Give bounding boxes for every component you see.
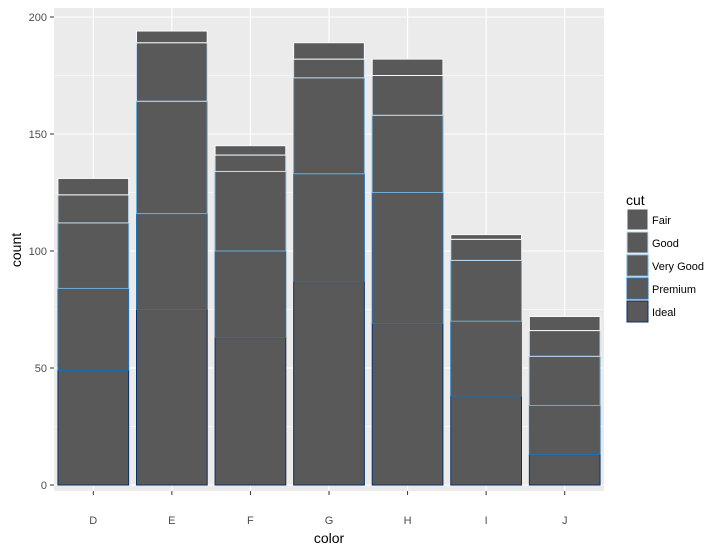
bar-segment <box>57 369 130 486</box>
bar-segment <box>136 30 208 44</box>
legend-label: Fair <box>652 215 671 227</box>
bar-segment <box>371 58 444 76</box>
bar-segment <box>528 404 601 456</box>
bar-segment <box>57 194 130 224</box>
bar-segment <box>214 154 287 172</box>
legend-label: Ideal <box>652 307 676 319</box>
bar-segment <box>450 259 522 322</box>
bar-segment <box>528 454 601 486</box>
bar-segment <box>214 145 287 156</box>
x-axis-title: color <box>314 530 345 546</box>
x-tick-label: D <box>89 515 97 527</box>
bar-segment <box>293 280 365 486</box>
legend-key <box>626 300 649 323</box>
bar-segment <box>293 58 365 79</box>
x-tick-label: I <box>485 515 488 527</box>
bar-segment <box>450 238 522 261</box>
legend-items: Fair Good Very Good Premium Ideal <box>626 208 704 323</box>
bar-segment <box>214 250 287 339</box>
bar-segment <box>371 323 444 486</box>
x-tick-label: F <box>247 515 254 527</box>
legend-key <box>626 254 649 277</box>
bar-segment <box>57 177 130 196</box>
bar-segment <box>371 75 444 116</box>
bar-segment <box>136 309 208 486</box>
bar-segment <box>371 114 444 193</box>
y-axis-title: count <box>8 233 24 267</box>
y-tick-label: 100 <box>29 246 47 258</box>
bars <box>57 30 601 486</box>
y-tick-label: 200 <box>29 12 47 24</box>
bar-segment <box>450 234 522 240</box>
legend-key <box>626 208 649 231</box>
bar-segment <box>57 287 130 371</box>
bar-segment <box>293 77 365 175</box>
legend-label: Good <box>652 238 679 250</box>
bar-segment <box>136 213 208 310</box>
legend-title: cut <box>626 192 645 208</box>
bar-segment <box>136 42 208 102</box>
bar-segment <box>293 173 365 282</box>
bar-segment <box>528 330 601 357</box>
y-tick-label: 150 <box>29 129 47 141</box>
bar-segment <box>528 355 601 406</box>
bar-segment <box>371 192 444 325</box>
legend-label: Premium <box>652 284 696 296</box>
bar-segment <box>293 42 365 60</box>
y-tick-label: 0 <box>41 480 47 492</box>
y-tick-label: 50 <box>35 363 47 375</box>
legend-label: Very Good <box>652 261 704 273</box>
x-axis: D E F G H I J <box>89 491 567 527</box>
bar-segment <box>136 100 208 215</box>
bar-segment <box>214 337 287 486</box>
x-tick-label: J <box>562 515 568 527</box>
legend: cut Fair Good Very Good Premium Ideal <box>626 192 704 323</box>
bar-segment <box>450 320 522 397</box>
bar-segment <box>57 222 130 289</box>
x-tick-label: E <box>168 515 175 527</box>
bar-segment <box>450 395 522 486</box>
x-tick-label: H <box>404 515 412 527</box>
bar-segment <box>528 316 601 332</box>
legend-key <box>626 231 649 254</box>
legend-key <box>626 277 649 300</box>
bar-segment <box>214 170 287 252</box>
y-axis: 0 50 100 150 200 <box>29 12 54 492</box>
x-tick-label: G <box>325 515 334 527</box>
